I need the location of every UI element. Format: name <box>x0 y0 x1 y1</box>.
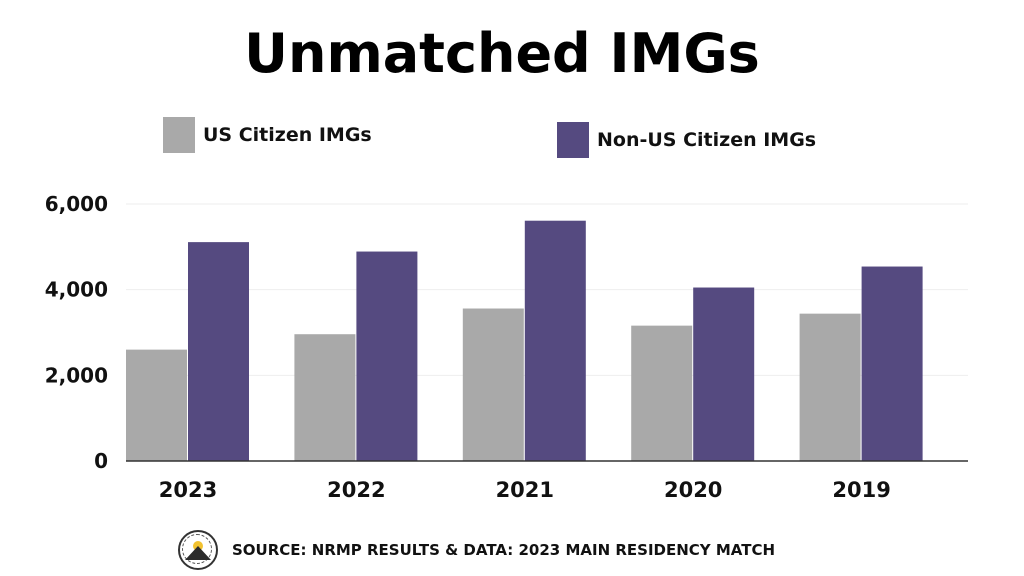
bar-us-citizen <box>126 349 187 461</box>
bar-non-us-citizen <box>861 266 923 461</box>
legend-swatch-non-us-citizen <box>557 122 589 158</box>
legend-us-citizen: US Citizen IMGs <box>163 117 372 153</box>
source-text: SOURCE: NRMP RESULTS & DATA: 2023 MAIN R… <box>232 541 776 559</box>
legend-label-us-citizen: US Citizen IMGs <box>203 124 372 146</box>
bar-us-citizen <box>294 334 356 461</box>
x-tick-label: 2021 <box>496 478 554 502</box>
organization-seal-icon <box>178 530 218 570</box>
bar-non-us-citizen <box>693 287 755 461</box>
y-tick-label: 4,000 <box>45 278 108 302</box>
bar-non-us-citizen <box>524 220 586 461</box>
bar-us-citizen <box>631 325 693 461</box>
legend-non-us-citizen: Non-US Citizen IMGs <box>557 122 816 158</box>
bar-us-citizen <box>799 313 861 461</box>
bar-non-us-citizen <box>188 242 249 461</box>
x-tick-label: 2023 <box>159 478 217 502</box>
bar-us-citizen <box>462 308 524 461</box>
legend-swatch-us-citizen <box>163 117 195 153</box>
legend-label-non-us-citizen: Non-US Citizen IMGs <box>597 129 817 151</box>
bar-non-us-citizen <box>356 251 418 461</box>
y-tick-label: 2,000 <box>45 363 108 387</box>
source-footer: SOURCE: NRMP RESULTS & DATA: 2023 MAIN R… <box>178 530 775 570</box>
y-tick-label: 6,000 <box>45 192 108 216</box>
x-tick-label: 2022 <box>327 478 385 502</box>
x-tick-label: 2020 <box>664 478 722 502</box>
y-tick-label: 0 <box>94 449 108 473</box>
x-tick-label: 2019 <box>832 478 890 502</box>
chart-title: Unmatched IMGs <box>244 22 760 85</box>
